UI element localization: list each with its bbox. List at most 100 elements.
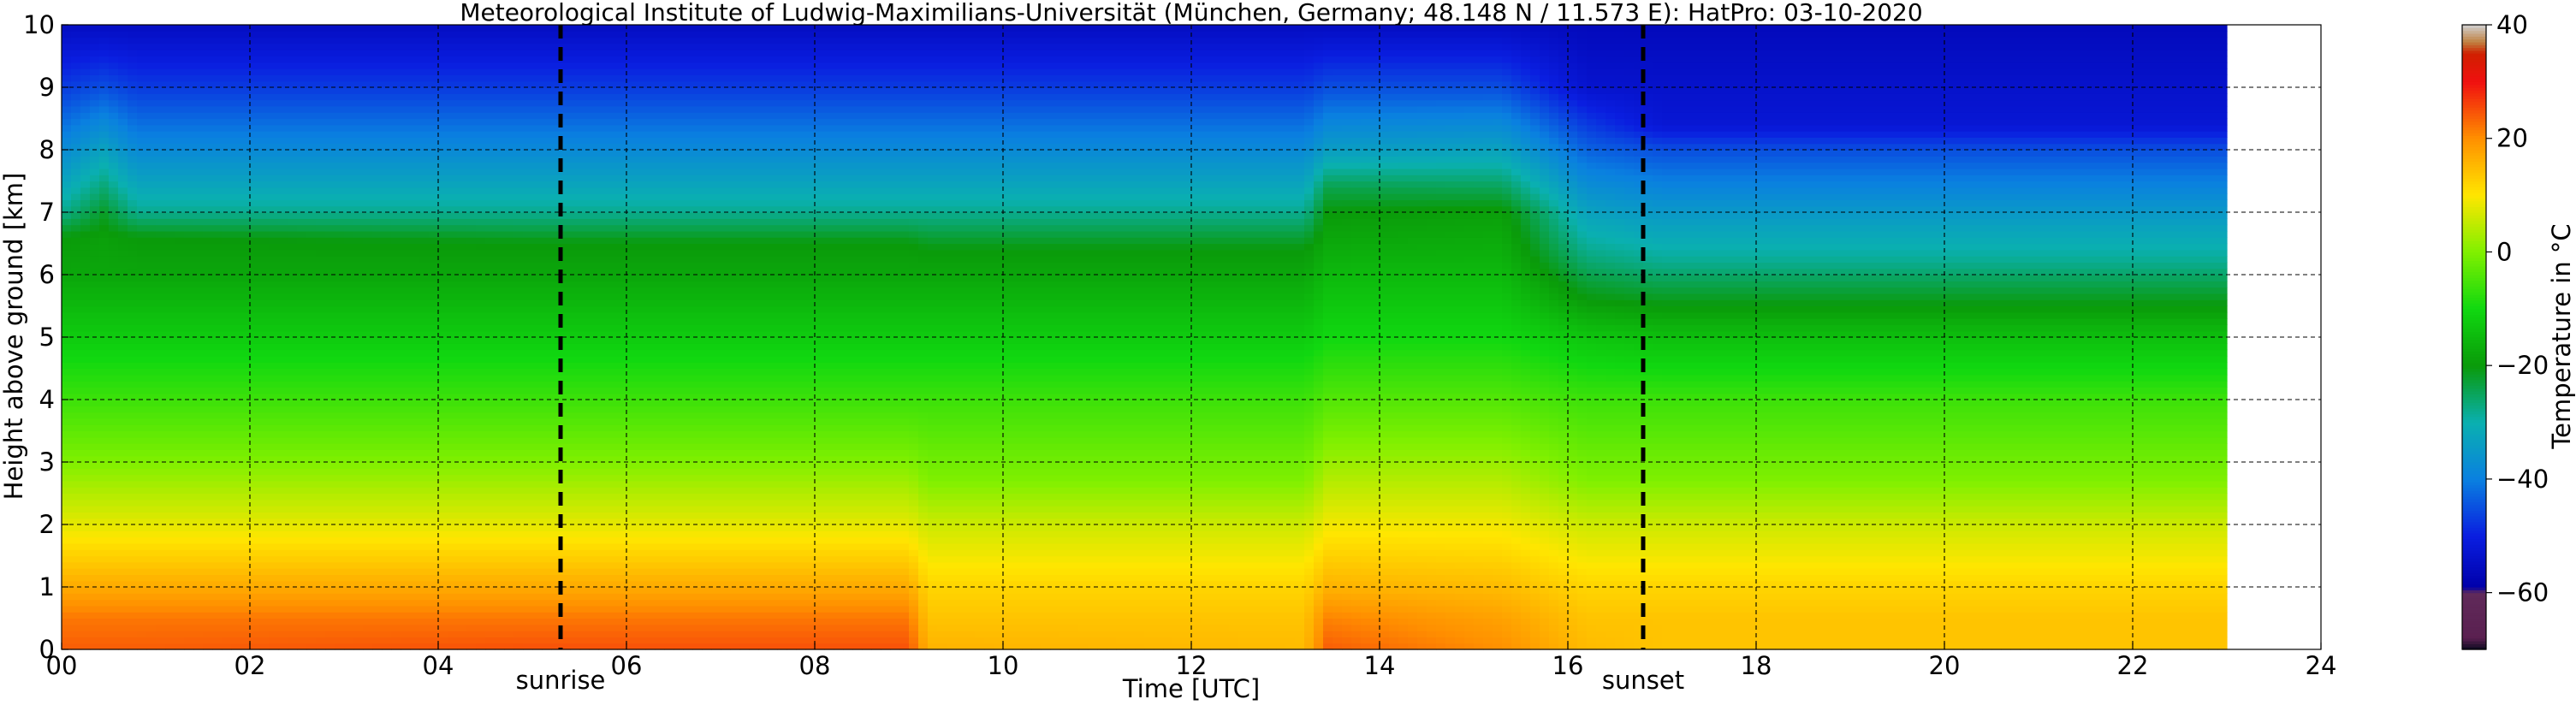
heatmap-cell (193, 418, 204, 425)
heatmap-cell (391, 643, 401, 650)
heatmap-cell (457, 393, 467, 400)
heatmap-cell (316, 536, 326, 544)
heatmap-cell (269, 455, 279, 463)
heatmap-cell (316, 80, 326, 88)
heatmap-cell (146, 587, 157, 594)
heatmap-cell (419, 393, 430, 400)
heatmap-cell (175, 230, 185, 238)
heatmap-cell (401, 443, 411, 450)
heatmap-cell (184, 87, 194, 94)
heatmap-cell (401, 37, 411, 44)
heatmap-cell (193, 374, 204, 382)
heatmap-cell (118, 400, 128, 406)
heatmap-cell (193, 349, 204, 357)
heatmap-cell (99, 624, 110, 631)
heatmap-cell (495, 387, 505, 394)
heatmap-cell (137, 74, 147, 82)
heatmap-cell (344, 355, 354, 363)
heatmap-cell (344, 605, 354, 613)
heatmap-cell (429, 506, 439, 512)
heatmap-cell (128, 199, 138, 207)
heatmap-cell (250, 218, 260, 226)
heatmap-cell (137, 337, 147, 344)
heatmap-cell (156, 580, 166, 588)
heatmap-cell (372, 74, 383, 82)
heatmap-cell (128, 337, 138, 344)
heatmap-cell (344, 436, 354, 444)
heatmap-cell (240, 118, 251, 126)
heatmap-cell (429, 449, 439, 457)
heatmap-cell (297, 256, 307, 263)
heatmap-cell (231, 631, 241, 637)
heatmap-cell (137, 68, 147, 75)
heatmap-cell (128, 25, 138, 32)
heatmap-cell (222, 412, 232, 419)
heatmap-cell (438, 487, 448, 495)
heatmap-cell (363, 287, 373, 294)
heatmap-cell (240, 318, 251, 325)
heatmap-cell (306, 424, 317, 432)
heatmap-cell (109, 212, 119, 219)
heatmap-cell (504, 506, 514, 512)
heatmap-cell (316, 549, 326, 557)
heatmap-cell (231, 487, 241, 495)
heatmap-cell (306, 224, 317, 232)
heatmap-cell (99, 212, 110, 219)
heatmap-cell (156, 624, 166, 631)
heatmap-cell (71, 268, 81, 275)
heatmap-cell (382, 124, 392, 132)
heatmap-cell (382, 131, 392, 138)
heatmap-cell (344, 224, 354, 232)
heatmap-cell (335, 131, 345, 138)
heatmap-cell (448, 618, 458, 625)
heatmap-cell (457, 587, 467, 594)
heatmap-cell (165, 243, 175, 251)
heatmap-cell (109, 631, 119, 637)
heatmap-cell (476, 499, 486, 507)
heatmap-cell (476, 574, 486, 582)
heatmap-cell (240, 249, 251, 257)
heatmap-cell (448, 400, 458, 406)
heatmap-cell (288, 43, 298, 50)
heatmap-cell (353, 137, 364, 145)
heatmap-cell (212, 362, 223, 370)
heatmap-cell (240, 305, 251, 313)
heatmap-cell (382, 612, 392, 619)
heatmap-cell (448, 468, 458, 476)
heatmap-cell (372, 293, 383, 300)
heatmap-cell (99, 406, 110, 413)
heatmap-cell (306, 387, 317, 394)
heatmap-cell (325, 374, 335, 382)
heatmap-cell (240, 530, 251, 538)
heatmap-cell (306, 524, 317, 531)
heatmap-cell (165, 131, 175, 138)
heatmap-cell (90, 168, 100, 175)
heatmap-cell (335, 299, 345, 307)
heatmap-cell (278, 124, 288, 132)
heatmap-cell (146, 62, 157, 69)
heatmap-cell (278, 237, 288, 245)
heatmap-cell (485, 406, 496, 413)
heatmap-cell (222, 249, 232, 257)
heatmap-cell (391, 430, 401, 438)
heatmap-cell (165, 43, 175, 50)
heatmap-cell (212, 175, 223, 182)
heatmap-cell (90, 74, 100, 82)
heatmap-cell (316, 256, 326, 263)
heatmap-cell (184, 593, 194, 601)
heatmap-cell (259, 530, 270, 538)
heatmap-cell (401, 449, 411, 457)
heatmap-cell (410, 462, 420, 469)
heatmap-cell (137, 406, 147, 413)
heatmap-cell (240, 131, 251, 138)
heatmap-cell (193, 536, 204, 544)
heatmap-cell (363, 218, 373, 226)
heatmap-cell (269, 275, 279, 281)
heatmap-cell (410, 74, 420, 82)
heatmap-cell (476, 349, 486, 357)
heatmap-cell (99, 593, 110, 601)
heatmap-cell (184, 512, 194, 519)
heatmap-cell (476, 80, 486, 88)
heatmap-cell (344, 631, 354, 637)
heatmap-cell (457, 436, 467, 444)
